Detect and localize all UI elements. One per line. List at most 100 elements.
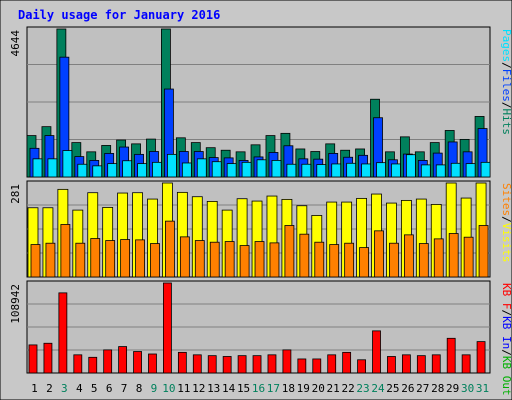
- bar-sites-day-1: [30, 244, 41, 278]
- y-max-label: 108942: [9, 284, 22, 324]
- x-tick-label: 6: [106, 382, 113, 395]
- bar-kb-f-day-11: [177, 351, 187, 374]
- legend-separator: /: [500, 349, 512, 356]
- x-tick-label: 3: [61, 382, 68, 395]
- bar-sites-day-3: [60, 224, 71, 278]
- bar-sites-day-29: [448, 233, 459, 278]
- bar-sites-day-19: [299, 233, 310, 278]
- x-tick-label: 20: [312, 382, 325, 395]
- y-max-label: 4644: [9, 30, 22, 57]
- bar-kb-f-day-18: [282, 349, 292, 374]
- bar-sites-day-6: [105, 240, 116, 278]
- bar-pages-day-30: [465, 163, 476, 178]
- legend-separator: /: [500, 216, 512, 223]
- legend-separator: /: [500, 102, 512, 109]
- bar-pages-day-5: [92, 165, 103, 178]
- panel-legend: Sites/Visits: [500, 183, 512, 263]
- bar-kb-f-day-17: [267, 354, 277, 374]
- bar-pages-day-16: [256, 159, 267, 178]
- bar-kb-f-day-4: [73, 354, 83, 374]
- bar-kb-f-day-30: [461, 354, 471, 374]
- bar-sites-day-2: [45, 242, 56, 278]
- bar-sites-day-14: [224, 241, 235, 278]
- bar-sites-day-22: [344, 242, 355, 278]
- x-tick-label: 16: [252, 382, 265, 395]
- bar-kb-f-day-19: [297, 358, 307, 374]
- bar-pages-day-13: [211, 161, 222, 178]
- bar-sites-day-20: [314, 241, 325, 278]
- bar-sites-day-23: [359, 247, 369, 278]
- x-tick-label: 11: [177, 382, 190, 395]
- x-tick-label: 15: [237, 382, 250, 395]
- legend-entry: Hits: [500, 109, 512, 136]
- bar-kb-f-day-22: [342, 351, 352, 374]
- bar-sites-day-18: [284, 225, 295, 278]
- bar-pages-day-26: [405, 154, 416, 178]
- bar-pages-day-10: [167, 153, 177, 178]
- x-tick-label: 2: [46, 382, 53, 395]
- x-tick-label: 21: [327, 382, 340, 395]
- bar-pages-day-2: [47, 158, 58, 178]
- x-tick-label: 10: [162, 382, 175, 395]
- legend-entry: Files: [500, 69, 512, 102]
- bar-kb-f-day-6: [103, 349, 113, 374]
- x-tick-label: 13: [207, 382, 220, 395]
- bar-pages-day-31: [480, 161, 491, 178]
- bar-kb-f-day-25: [387, 356, 396, 374]
- x-tick-label: 9: [151, 382, 158, 395]
- bar-pages-day-22: [346, 162, 357, 178]
- bar-pages-day-27: [420, 164, 431, 178]
- x-tick-label: 30: [461, 382, 474, 395]
- bar-sites-day-12: [194, 240, 205, 278]
- bar-pages-day-23: [361, 163, 371, 178]
- bar-sites-day-25: [389, 242, 399, 278]
- bar-sites-day-16: [254, 241, 265, 278]
- bar-sites-day-24: [374, 230, 384, 278]
- bar-pages-day-14: [226, 163, 237, 178]
- bar-kb-f-day-15: [237, 355, 247, 374]
- bar-pages-day-8: [137, 163, 147, 178]
- bar-kb-f-day-27: [416, 355, 426, 374]
- panel-pages-files-hits: 4644 Pages/Files/Hits: [9, 26, 512, 178]
- bar-kb-f-day-16: [252, 355, 262, 374]
- x-axis-ticks: 1 2 3 4 5 6 7 8 9 10 11 12 13 14 15 16 17 18 19 20 21 22 23 24 2…: [31, 382, 489, 395]
- legend-entry: Pages: [500, 29, 512, 62]
- x-tick-label: 8: [136, 382, 143, 395]
- bar-pages-day-21: [331, 163, 342, 178]
- y-max-label: 281: [9, 184, 22, 204]
- bar-sites-day-7: [120, 239, 131, 278]
- bar-pages-day-6: [107, 163, 118, 178]
- bar-pages-day-3: [62, 150, 73, 178]
- x-tick-label: 17: [267, 382, 280, 395]
- bar-sites-day-27: [418, 243, 429, 278]
- legend-entry: KB Out: [500, 356, 512, 396]
- bar-pages-day-28: [435, 164, 446, 178]
- x-tick-label: 14: [222, 382, 236, 395]
- bar-kb-f-day-2: [43, 342, 53, 374]
- x-tick-label: 24: [371, 382, 385, 395]
- legend-entry: KB F: [500, 283, 512, 310]
- bar-kb-f-day-26: [401, 354, 411, 374]
- panel-kb: 108942 KB F/KB In/KB Out: [9, 280, 512, 396]
- bar-sites-day-10: [165, 220, 175, 278]
- bar-kb-f-day-12: [192, 354, 202, 374]
- bar-sites-day-15: [239, 245, 250, 278]
- bar-kb-f-day-13: [207, 355, 217, 374]
- bar-sites-day-31: [478, 225, 489, 278]
- bar-pages-day-19: [301, 163, 312, 178]
- x-tick-label: 5: [91, 382, 98, 395]
- bar-pages-day-11: [181, 162, 192, 178]
- bar-sites-day-8: [135, 239, 145, 278]
- bar-pages-day-9: [152, 161, 162, 178]
- x-tick-label: 22: [341, 382, 354, 395]
- bar-kb-f-day-20: [312, 358, 322, 374]
- x-tick-label: 1: [31, 382, 38, 395]
- x-tick-label: 28: [431, 382, 444, 395]
- x-tick-label: 29: [446, 382, 459, 395]
- bar-sites-day-13: [209, 241, 220, 278]
- legend-entry: Sites: [500, 183, 512, 216]
- bar-sites-day-28: [433, 238, 444, 278]
- x-tick-label: 31: [476, 382, 489, 395]
- chart-title: Daily usage for January 2016: [18, 8, 220, 22]
